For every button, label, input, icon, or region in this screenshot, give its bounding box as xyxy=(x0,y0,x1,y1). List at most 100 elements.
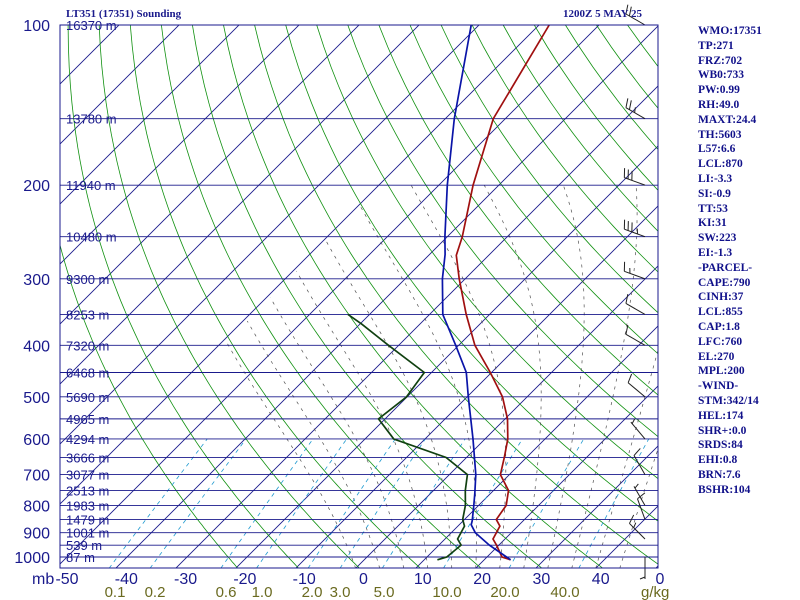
wind-barb xyxy=(625,294,646,315)
dry-adiabat-line xyxy=(160,25,482,568)
height-label: 1983 m xyxy=(66,498,109,513)
isotherm-line xyxy=(415,325,658,568)
wind-barb-flag xyxy=(628,6,632,17)
dry-adiabat-line xyxy=(440,25,658,314)
wind-barb-staff xyxy=(624,228,646,238)
isotherm-line xyxy=(60,25,180,145)
mixing-ratio-label: 0.1 xyxy=(105,584,126,600)
wind-barb xyxy=(623,261,646,280)
temperature-tick-label: 10 xyxy=(414,571,432,588)
pressure-tick-label: 400 xyxy=(23,338,50,355)
wind-barb-flag xyxy=(637,492,646,500)
height-label: 5690 m xyxy=(66,390,109,405)
mixing-ratio-line xyxy=(508,438,585,568)
isotherm-line xyxy=(60,25,360,325)
dry-adiabat-line xyxy=(595,25,658,109)
isotherm-line xyxy=(175,85,658,568)
stability-index: CINH:37 xyxy=(698,291,744,304)
stability-index: HEL:174 xyxy=(698,409,744,422)
dewpoint-profile-line xyxy=(347,313,469,561)
stability-index: STM:342/14 xyxy=(698,394,759,407)
temperature-tick-label: 30 xyxy=(533,571,551,588)
stability-index: RH:49.0 xyxy=(698,98,740,111)
pressure-tick-label: 600 xyxy=(23,432,50,449)
moist-adiabat-line xyxy=(224,339,356,568)
dry-adiabat-line xyxy=(191,25,543,568)
wind-barb-staff xyxy=(633,455,646,475)
temperature-tick-label: -10 xyxy=(293,571,316,588)
stability-index: SHR+:0.0 xyxy=(698,424,747,437)
dry-adiabat-line xyxy=(129,25,421,568)
stability-index: FRZ:702 xyxy=(698,54,743,67)
mixing-ratio-label: 2.0 xyxy=(302,584,323,600)
stability-index: WMO:17351 xyxy=(698,25,762,37)
isotherm-line xyxy=(475,385,658,568)
mixing-ratio-label: 0.6 xyxy=(216,584,237,600)
sounding-profiles xyxy=(347,25,550,561)
wind-barb-half-flag xyxy=(634,107,636,113)
height-label: 6468 m xyxy=(66,366,109,381)
wind-barb xyxy=(633,448,646,475)
sounding-time: 1200Z 5 MAY 25 xyxy=(563,8,642,20)
temperature-tick-label: 20 xyxy=(473,571,491,588)
stability-index: TT:53 xyxy=(698,202,728,215)
stability-index: EHI:0.8 xyxy=(698,454,738,467)
pressure-tick-label: 900 xyxy=(23,526,50,543)
stability-index: EL:270 xyxy=(698,350,735,363)
stability-index: -PARCEL- xyxy=(698,261,753,274)
x-axis-prefix-label: mb xyxy=(32,571,54,588)
isotherm-line xyxy=(115,25,658,568)
pressure-tick-label: 500 xyxy=(23,390,50,407)
wind-barb-half-flag xyxy=(639,576,646,580)
wind-barb-staff xyxy=(625,333,646,346)
height-label: 11940 m xyxy=(66,178,116,193)
height-label: 539 m xyxy=(66,538,102,553)
isotherm-line xyxy=(295,205,658,568)
wind-barb-staff xyxy=(625,303,646,315)
height-label: 4965 m xyxy=(66,412,109,427)
wind-barbs xyxy=(623,4,646,580)
stability-index: LCL:855 xyxy=(698,306,743,319)
isotherm-line xyxy=(60,25,240,205)
height-label: 3666 m xyxy=(66,450,109,465)
dry-adiabat-line xyxy=(98,25,360,568)
pressure-tick-label: 800 xyxy=(23,498,50,515)
height-label: 8253 m xyxy=(66,307,109,322)
dry-adiabat-line xyxy=(67,25,299,568)
pressure-tick-label: 300 xyxy=(23,272,50,289)
mixing-ratio-line xyxy=(256,438,348,568)
height-label: 87 m xyxy=(66,550,95,565)
isotherm-line xyxy=(235,145,658,568)
stability-index: KI:31 xyxy=(698,217,727,230)
stability-index: TH:5603 xyxy=(698,128,742,141)
moist-adiabat-line xyxy=(483,184,542,568)
wind-barb xyxy=(623,219,646,238)
wind-barb xyxy=(625,4,646,26)
stability-index: BRN:7.6 xyxy=(698,468,741,481)
temperature-tick-label: 0 xyxy=(656,571,665,588)
mixing-ratio-label: 1.0 xyxy=(252,584,273,600)
wind-barb-staff xyxy=(629,523,646,540)
mixing-ratio-line xyxy=(578,438,650,568)
skew-t-grid xyxy=(60,25,658,568)
stability-index: MPL:200 xyxy=(698,365,745,378)
stability-index: EI:-1.3 xyxy=(698,246,733,259)
stability-index: LFC:760 xyxy=(698,335,743,348)
mixing-ratio-label: 40.0 xyxy=(550,584,579,600)
isotherm-line xyxy=(60,25,480,445)
dry-adiabat-line xyxy=(254,25,658,565)
wind-barb xyxy=(623,168,646,186)
temperature-tick-label: 0 xyxy=(359,571,368,588)
moist-adiabat-line xyxy=(295,270,429,568)
wind-barb-flag xyxy=(628,514,635,524)
mixing-ratio-label: 5.0 xyxy=(374,584,395,600)
dry-adiabat-line xyxy=(409,25,658,355)
stability-index: LCL:870 xyxy=(698,158,743,171)
wind-barb-half-flag xyxy=(631,418,636,424)
stability-index: BSHR:104 xyxy=(698,483,751,496)
mixing-ratio-line xyxy=(108,438,208,568)
moist-adiabat-line xyxy=(547,184,585,568)
mixing-ratio-label: 20.0 xyxy=(490,584,519,600)
temperature-tick-label: -30 xyxy=(174,571,197,588)
